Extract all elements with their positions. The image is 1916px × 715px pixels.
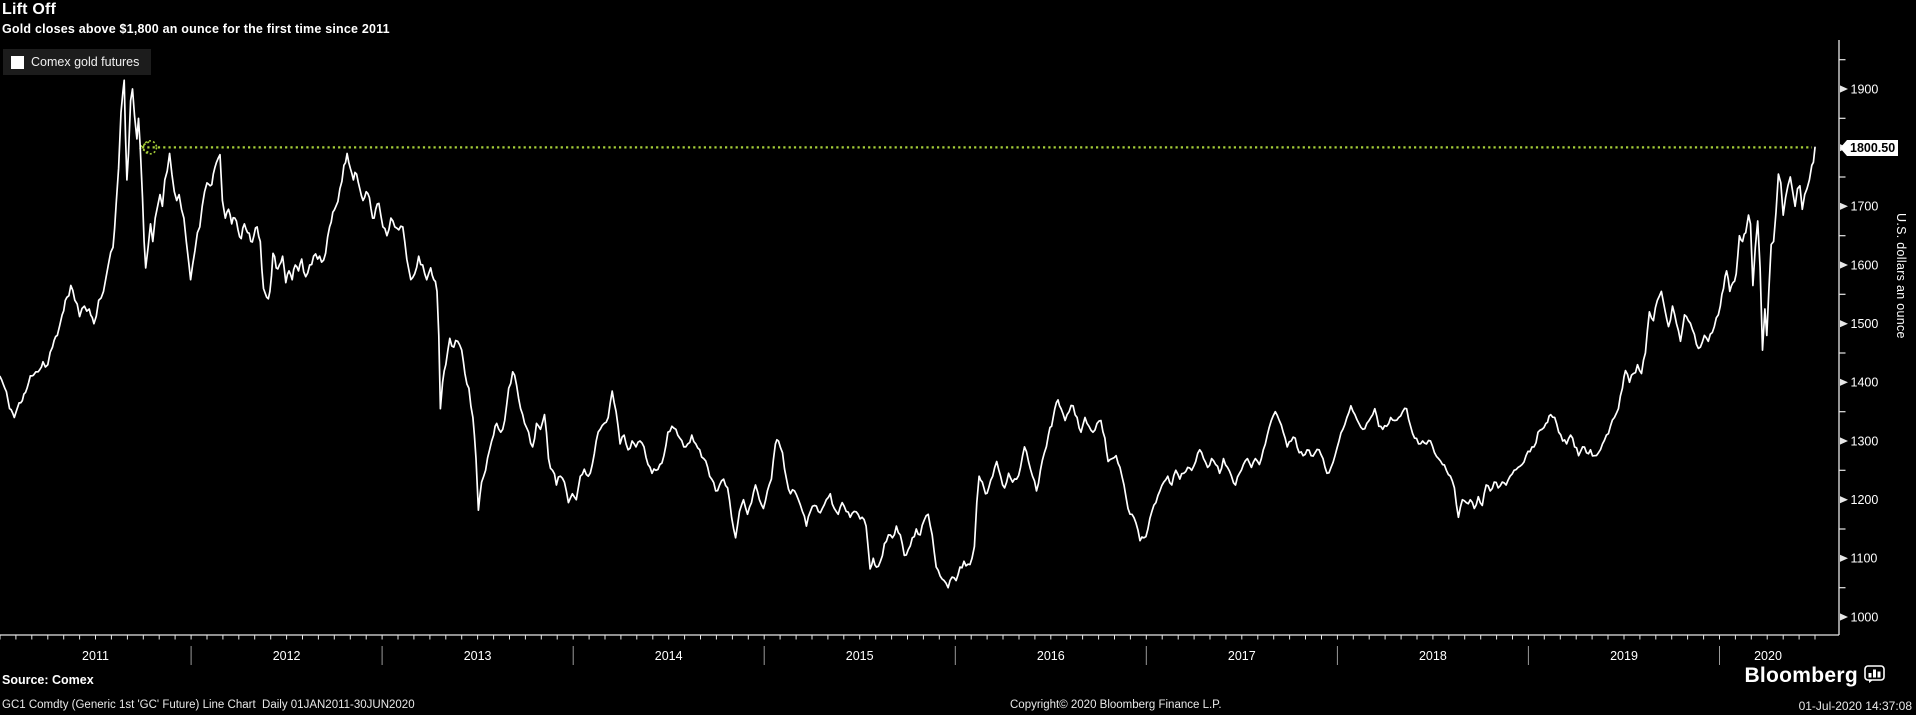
last-price-tag[interactable]: 1800.50 (1840, 140, 1899, 156)
y-axis-tick-label: 1300 (1851, 434, 1879, 448)
copyright-note: Copyright© 2020 Bloomberg Finance L.P. (1010, 699, 1222, 711)
chart-subtitle: Gold closes above $1,800 an ounce for th… (2, 22, 390, 36)
y-axis-major-tick (1840, 554, 1848, 562)
x-axis-year-label: 2013 (464, 649, 492, 663)
page-title: Lift Off (2, 1, 57, 18)
y-axis-tick-label: 1400 (1851, 376, 1879, 390)
y-axis-tick-label: 1900 (1851, 82, 1879, 96)
x-axis-year-label: 2016 (1037, 649, 1065, 663)
bloomberg-logo: Bloomberg (1744, 664, 1885, 688)
y-axis-major-tick (1840, 320, 1848, 328)
y-axis-major-tick (1840, 261, 1848, 269)
x-axis-year-label: 2015 (846, 649, 874, 663)
y-axis-major-tick (1840, 85, 1848, 93)
annotation-dotted-circle-icon (142, 140, 158, 155)
y-axis-tick-label: 1100 (1851, 552, 1878, 566)
chart-descriptor: GC1 Comdty (Generic 1st 'GC' Future) Lin… (2, 699, 415, 711)
price-tag-arrow-icon (1840, 140, 1847, 156)
legend-label: Comex gold futures (31, 55, 140, 69)
y-axis-tick-label: 1700 (1851, 200, 1879, 214)
x-axis-year-label: 2018 (1419, 649, 1447, 663)
y-axis-title: U.S. dollars an ounce (1894, 213, 1908, 339)
x-axis-year-label: 2014 (655, 649, 683, 663)
bloomberg-chart-bubble-icon (1864, 664, 1885, 688)
timestamp: 01-Jul-2020 14:37:08 (1798, 699, 1912, 713)
price-line-comex-gold (0, 79, 1816, 589)
source-note: Source: Comex (2, 673, 94, 687)
y-axis-major-tick (1840, 437, 1848, 445)
x-axis-year-label: 2012 (273, 649, 301, 663)
x-axis-year-label: 2020 (1754, 649, 1782, 663)
y-axis-tick-label: 1500 (1851, 317, 1879, 331)
bloomberg-wordmark: Bloomberg (1744, 664, 1858, 687)
x-axis-year-label: 2011 (82, 649, 109, 663)
y-axis-major-tick (1840, 613, 1848, 621)
legend-swatch-icon (11, 55, 24, 69)
x-axis-year-label: 2017 (1228, 649, 1256, 663)
y-axis-major-tick (1840, 202, 1848, 210)
y-axis-major-tick (1840, 496, 1848, 504)
x-axis-year-label: 2019 (1610, 649, 1638, 663)
legend-comex-gold-futures[interactable]: Comex gold futures (3, 49, 152, 75)
y-axis-tick-label: 1600 (1851, 258, 1879, 272)
price-tag-value: 1800.50 (1847, 140, 1899, 156)
y-axis-tick-label: 1200 (1851, 493, 1879, 507)
y-axis-tick-label: 1000 (1851, 610, 1879, 624)
y-axis-major-tick (1840, 378, 1848, 386)
